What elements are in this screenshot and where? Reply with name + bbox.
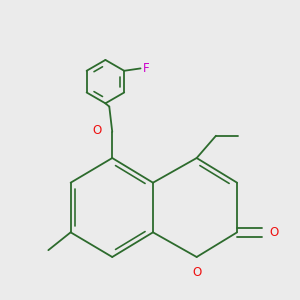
Text: O: O bbox=[93, 124, 102, 137]
Text: F: F bbox=[143, 62, 150, 75]
Text: O: O bbox=[192, 266, 201, 279]
Text: O: O bbox=[270, 226, 279, 239]
